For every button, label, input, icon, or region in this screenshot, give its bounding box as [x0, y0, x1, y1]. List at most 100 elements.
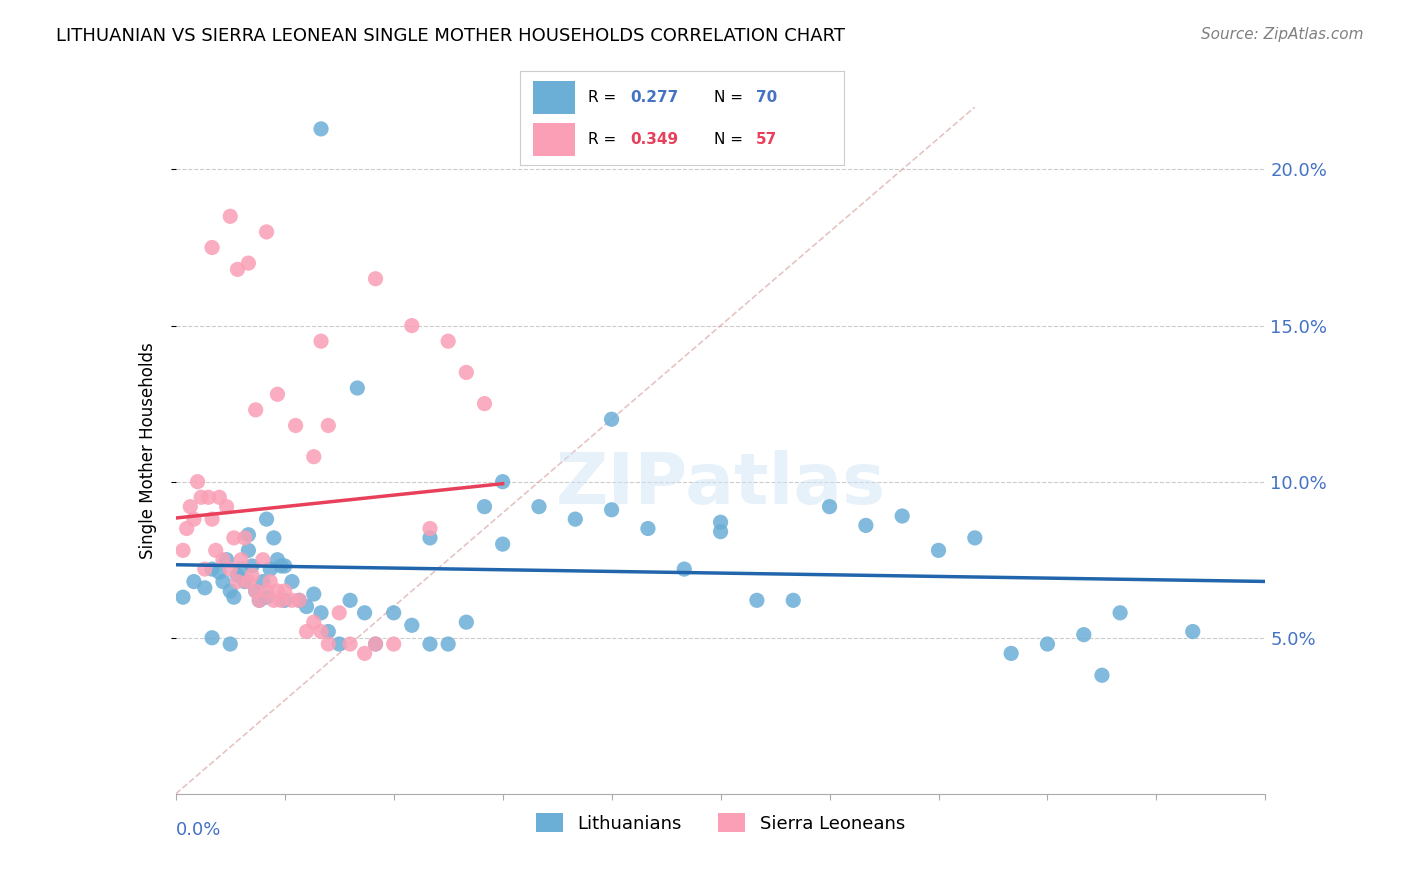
Text: 57: 57 — [756, 132, 778, 147]
Point — [382, 606, 405, 620]
Point — [208, 490, 231, 504]
Point — [419, 521, 441, 535]
Point — [288, 593, 311, 607]
Point — [401, 618, 423, 632]
Point — [233, 574, 256, 589]
Point — [252, 574, 274, 589]
Point — [172, 543, 194, 558]
Point — [302, 450, 325, 464]
Point — [204, 543, 226, 558]
Point — [318, 418, 340, 433]
Point — [231, 562, 253, 576]
Point — [637, 521, 659, 535]
Point — [201, 631, 224, 645]
Point — [194, 581, 217, 595]
Point — [745, 593, 768, 607]
Point — [238, 527, 260, 541]
Point — [782, 593, 804, 607]
Point — [1036, 637, 1059, 651]
Text: 70: 70 — [756, 89, 778, 104]
Point — [266, 552, 288, 567]
Point — [238, 543, 260, 558]
Point — [274, 593, 297, 607]
Point — [274, 558, 297, 574]
Point — [401, 318, 423, 333]
Point — [256, 591, 278, 605]
Point — [1109, 606, 1132, 620]
Point — [302, 587, 325, 601]
Point — [456, 615, 478, 630]
Point — [245, 583, 267, 598]
Point — [339, 593, 361, 607]
Point — [364, 637, 387, 651]
Point — [256, 512, 278, 526]
Point — [274, 583, 297, 598]
Point — [183, 574, 205, 589]
Point — [186, 475, 209, 489]
Y-axis label: Single Mother Households: Single Mother Households — [139, 343, 157, 558]
Point — [928, 543, 950, 558]
Point — [247, 593, 270, 607]
Point — [309, 121, 332, 136]
Point — [238, 256, 260, 270]
Point — [201, 562, 224, 576]
Point — [238, 574, 260, 589]
Point — [266, 583, 288, 598]
Point — [281, 593, 304, 607]
Point — [190, 490, 212, 504]
Point — [172, 591, 194, 605]
Point — [266, 387, 288, 401]
Point — [419, 637, 441, 651]
Point — [353, 646, 375, 660]
Point — [492, 475, 515, 489]
Point — [318, 637, 340, 651]
Point — [226, 262, 249, 277]
Point — [600, 412, 623, 426]
Point — [419, 531, 441, 545]
Point — [437, 637, 460, 651]
Point — [295, 624, 318, 639]
Point — [208, 566, 231, 580]
Point — [456, 366, 478, 380]
Point — [474, 396, 496, 410]
Point — [245, 403, 267, 417]
Point — [240, 558, 263, 574]
Text: N =: N = — [714, 132, 748, 147]
Text: 0.277: 0.277 — [630, 89, 679, 104]
Point — [818, 500, 841, 514]
Text: R =: R = — [588, 132, 621, 147]
Point — [270, 593, 292, 607]
Point — [197, 490, 219, 504]
Point — [1000, 646, 1022, 660]
Point — [309, 606, 332, 620]
Point — [288, 593, 311, 607]
Point — [259, 562, 281, 576]
Point — [963, 531, 986, 545]
Point — [222, 591, 245, 605]
Point — [492, 537, 515, 551]
Point — [339, 637, 361, 651]
Point — [295, 599, 318, 614]
Point — [256, 225, 278, 239]
Point — [891, 508, 914, 523]
FancyBboxPatch shape — [533, 81, 575, 113]
Point — [222, 531, 245, 545]
Text: R =: R = — [588, 89, 621, 104]
Point — [219, 209, 242, 223]
Point — [564, 512, 586, 526]
Point — [240, 568, 263, 582]
Point — [201, 512, 224, 526]
Point — [233, 531, 256, 545]
Text: 0.349: 0.349 — [630, 132, 678, 147]
Point — [201, 240, 224, 255]
Point — [437, 334, 460, 348]
Point — [252, 552, 274, 567]
Point — [259, 574, 281, 589]
Point — [364, 637, 387, 651]
Point — [215, 552, 238, 567]
Text: LITHUANIAN VS SIERRA LEONEAN SINGLE MOTHER HOUSEHOLDS CORRELATION CHART: LITHUANIAN VS SIERRA LEONEAN SINGLE MOTH… — [56, 27, 845, 45]
Point — [855, 518, 877, 533]
Point — [183, 512, 205, 526]
Point — [256, 583, 278, 598]
Point — [364, 271, 387, 285]
